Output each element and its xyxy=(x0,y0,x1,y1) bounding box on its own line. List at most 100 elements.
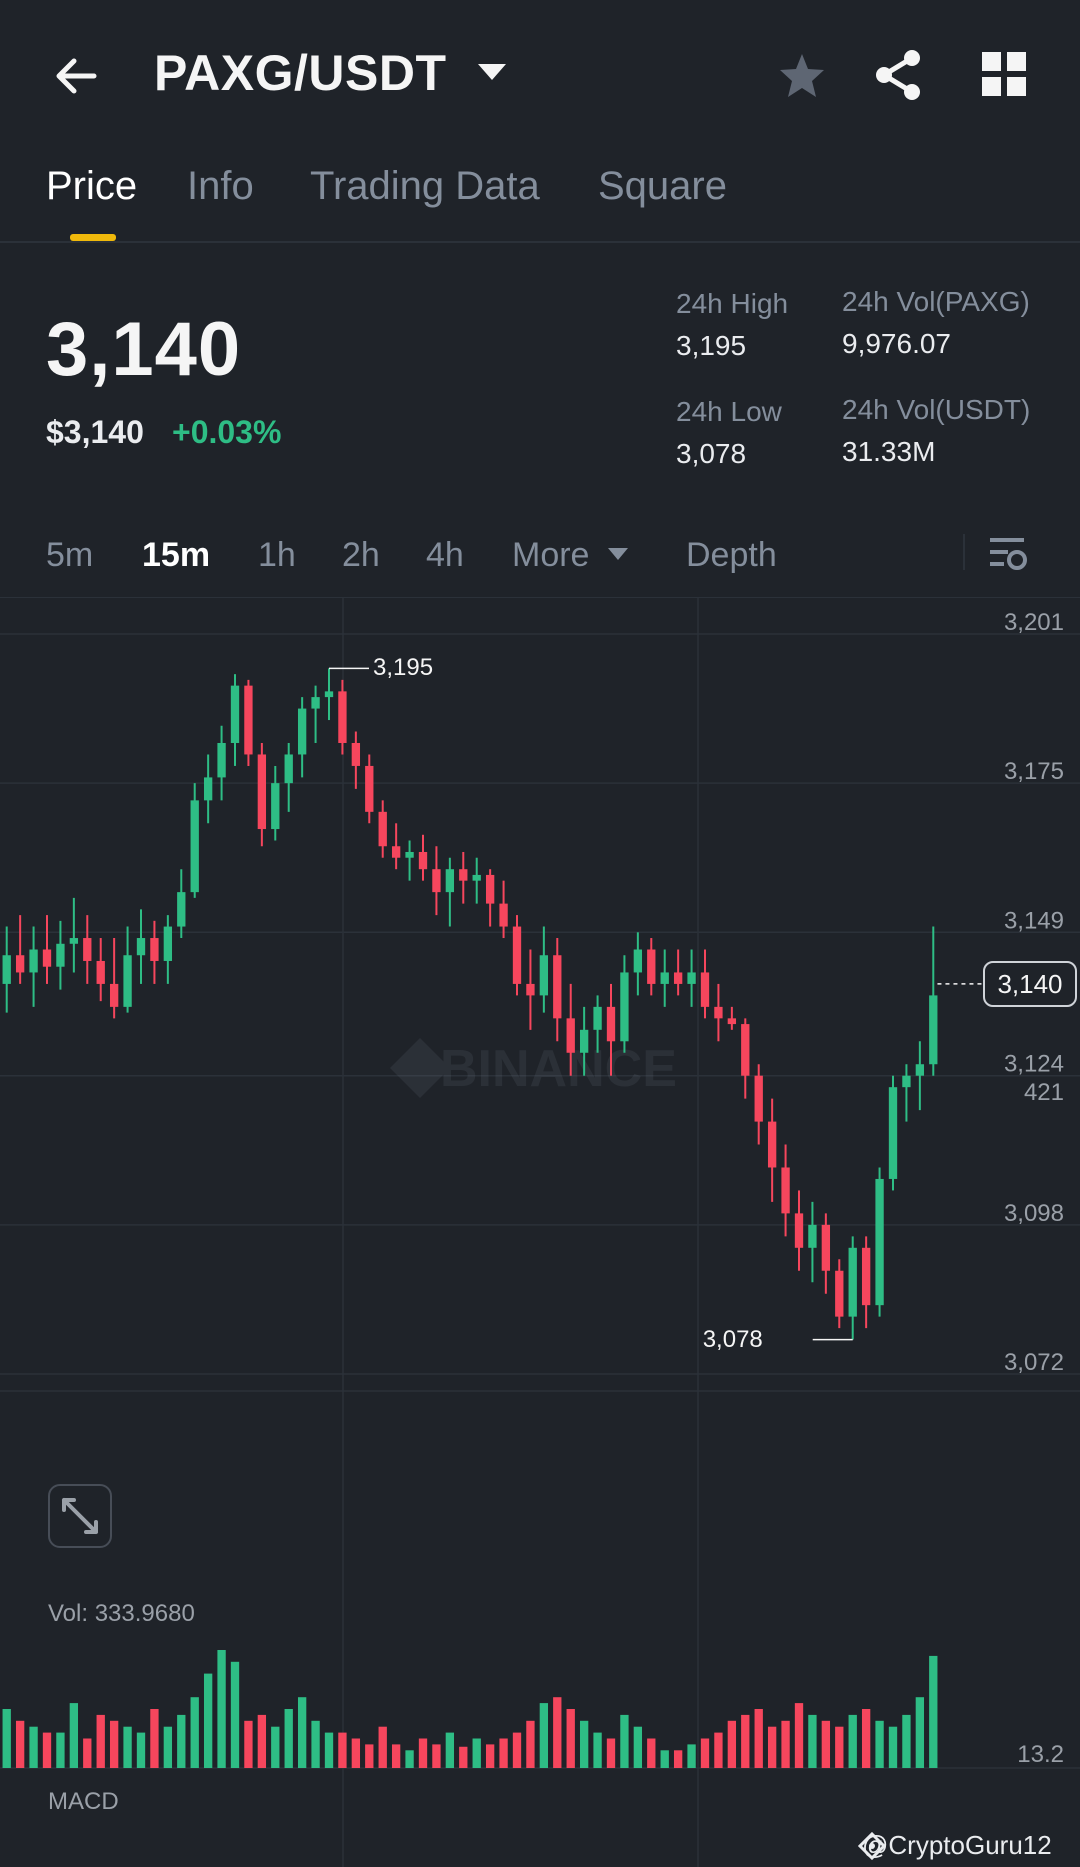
candle-body xyxy=(109,983,119,1007)
interval-more[interactable]: More xyxy=(512,536,590,574)
volume-bar xyxy=(566,1709,575,1768)
volume-bar xyxy=(15,1720,25,1768)
tabs-divider xyxy=(0,241,1080,243)
candle-body xyxy=(848,1247,857,1317)
candle-body xyxy=(767,1121,777,1168)
tab-price[interactable]: Price xyxy=(46,164,138,208)
chart-grid xyxy=(0,598,1080,1867)
tab-square[interactable]: Square xyxy=(598,164,727,208)
candle-body xyxy=(808,1224,817,1248)
volume-bar xyxy=(136,1732,146,1768)
low-annotation: 3,078 xyxy=(702,1325,763,1353)
grid-icon[interactable] xyxy=(982,52,1026,96)
volume-bar xyxy=(69,1703,79,1768)
candle-body xyxy=(56,943,65,967)
candle-body xyxy=(418,851,428,870)
candle-body xyxy=(69,938,79,944)
interval-4h[interactable]: 4h xyxy=(426,536,464,574)
volume-bar xyxy=(459,1746,468,1768)
interval-1h[interactable]: 1h xyxy=(258,536,296,574)
candle-body xyxy=(15,955,25,973)
chart-watermark: BINANCE xyxy=(390,1038,677,1098)
interval-5m[interactable]: 5m xyxy=(46,536,94,574)
candle-body xyxy=(781,1167,790,1214)
volume-bar xyxy=(794,1703,804,1768)
chart-top-divider xyxy=(0,597,1080,598)
volume-bars xyxy=(2,1650,938,1768)
tab-info[interactable]: Info xyxy=(187,164,254,208)
volume-bar xyxy=(861,1709,871,1768)
candle-body xyxy=(338,691,347,743)
candle-body xyxy=(633,949,643,973)
volume-bar xyxy=(512,1732,522,1768)
tab-trading-data[interactable]: Trading Data xyxy=(310,164,540,208)
candle-body xyxy=(217,742,226,778)
candle-body xyxy=(553,955,562,1019)
interval-15m[interactable]: 15m xyxy=(142,536,211,574)
candle-body xyxy=(257,754,267,830)
volume-bar xyxy=(767,1726,777,1768)
candlestick-chart[interactable]: BINANCE 3,201 3,175 3,149 3,124 3,098 3,072 4… xyxy=(0,598,1080,1867)
stat-vol-base-label: 24h Vol(PAXG) xyxy=(842,286,1030,317)
volume-bar xyxy=(660,1750,669,1768)
candle-body xyxy=(136,938,146,956)
stat-high-value: 3,195 xyxy=(676,330,747,361)
volume-bar xyxy=(553,1697,562,1768)
candle-body xyxy=(29,949,38,973)
candle-body xyxy=(754,1075,763,1122)
fullscreen-button[interactable] xyxy=(48,1484,112,1548)
volume-bar xyxy=(579,1720,589,1768)
chevron-down-icon[interactable] xyxy=(478,64,506,80)
volume-bar xyxy=(888,1726,898,1768)
pair-title[interactable]: PAXG/USDT xyxy=(154,45,447,101)
volume-bar xyxy=(539,1703,549,1768)
candle-body xyxy=(123,955,132,1007)
candle-body xyxy=(606,1006,616,1042)
share-icon[interactable] xyxy=(872,48,926,102)
volume-bar xyxy=(432,1744,441,1768)
more-caret-icon[interactable] xyxy=(608,548,628,560)
candle-body xyxy=(835,1270,844,1317)
candle-body xyxy=(432,869,441,893)
volume-bar xyxy=(741,1714,750,1768)
volume-tick-label: 421 xyxy=(1024,1079,1064,1106)
volume-bar xyxy=(929,1655,938,1768)
candle-body xyxy=(579,1029,589,1053)
volume-axis: 421 13.2 xyxy=(1017,1079,1064,1768)
candle-body xyxy=(512,926,522,984)
candle-body xyxy=(405,851,414,858)
star-icon[interactable] xyxy=(776,50,828,102)
volume-bar xyxy=(445,1732,455,1768)
volume-bar xyxy=(284,1709,293,1768)
candle-body xyxy=(163,926,173,961)
candle-body xyxy=(297,708,307,755)
volume-bar xyxy=(606,1738,616,1768)
volume-bar xyxy=(405,1750,414,1768)
macd-label: MACD xyxy=(48,1788,119,1815)
depth-tab[interactable]: Depth xyxy=(686,536,777,574)
candle-body xyxy=(888,1087,898,1179)
price-usd: $3,140 xyxy=(46,414,144,450)
candle-body xyxy=(741,1024,750,1076)
volume-bar xyxy=(808,1714,817,1768)
volume-bar xyxy=(190,1697,199,1768)
candle-body xyxy=(660,972,669,984)
candle-body xyxy=(647,949,656,984)
back-arrow-icon[interactable] xyxy=(48,48,104,104)
stat-low-value: 3,078 xyxy=(676,438,747,469)
volume-bar xyxy=(727,1720,737,1768)
volume-label: Vol: 333.9680 xyxy=(48,1600,195,1627)
candle-body xyxy=(620,972,629,1042)
volume-bar xyxy=(177,1714,186,1768)
volume-bar xyxy=(418,1738,428,1768)
volume-bar xyxy=(673,1750,683,1768)
chart-settings-icon[interactable] xyxy=(988,534,1028,574)
volume-bar xyxy=(311,1720,320,1768)
candle-body xyxy=(714,1006,723,1019)
candle-body xyxy=(821,1224,831,1271)
volume-bar xyxy=(915,1697,925,1768)
interval-2h[interactable]: 2h xyxy=(342,536,380,574)
candle-body xyxy=(230,685,240,743)
stat-high-label: 24h High xyxy=(676,288,789,319)
volume-bar xyxy=(244,1720,253,1768)
